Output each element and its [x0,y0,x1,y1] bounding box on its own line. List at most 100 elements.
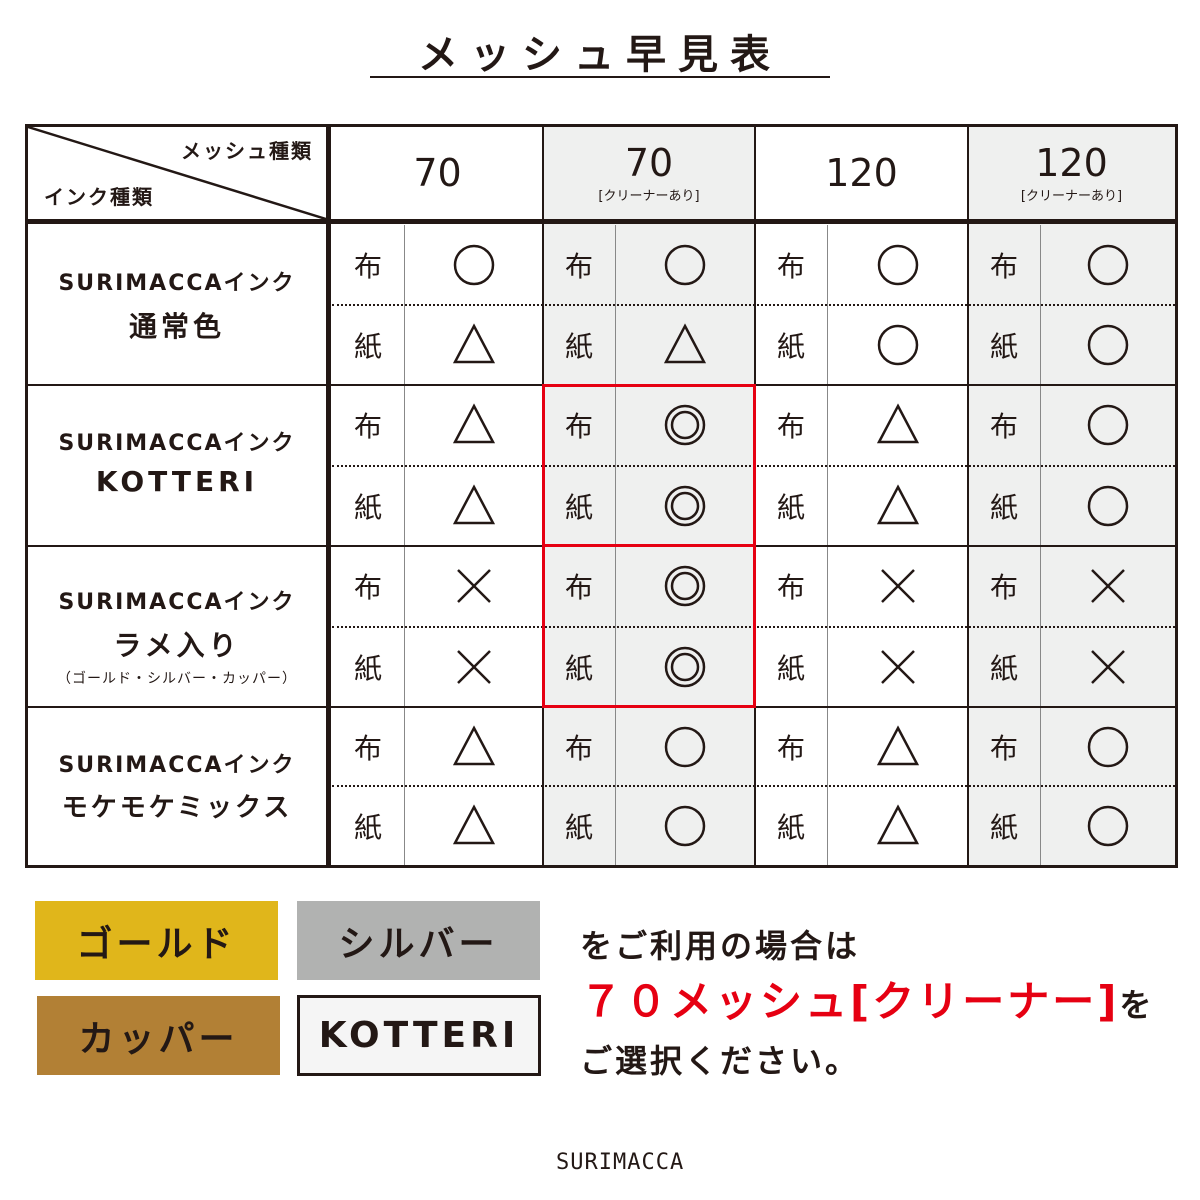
result-triangle-icon [876,803,920,848]
material-label: 布 [564,250,593,283]
result-triangle-icon [876,403,920,447]
column-header-mesh: 120 [1035,141,1108,185]
column-shade [543,127,755,865]
result-cross-icon [452,564,496,608]
note-highlight: ７０メッシュ[クリーナー] [580,977,1120,1026]
title-underline [370,76,830,78]
material-label: 布 [776,410,805,444]
row-label-line1: SURIMACCAインク [58,753,296,778]
note-line-3: ご選択ください。 [580,1042,861,1080]
swatch-kotteri: KOTTERI [297,995,541,1076]
result-circle-icon [663,725,707,769]
row-label-1: SURIMACCAインク通常色 [28,265,326,345]
material-label: 布 [776,731,805,765]
result-triangle-icon [663,323,707,367]
row-label-4: SURIMACCAインクモケモケミックス [28,747,326,824]
material-label: 布 [564,731,593,765]
material-label: 布 [989,731,1018,765]
material-label: 紙 [776,330,805,363]
swatch-label: KOTTERI [318,1015,520,1056]
material-label: 布 [353,250,382,283]
swatch-gold: ゴールド [35,901,278,980]
material-label: 紙 [353,490,382,524]
column-header-mesh: 120 [825,151,898,195]
result-circle-icon [452,243,496,287]
note-line-1: をご利用の場合は [580,927,861,965]
material-label: 紙 [353,330,382,363]
material-label: 紙 [564,330,593,363]
selection-note: をご利用の場合は ７０メッシュ[クリーナー]を ご選択ください。 [580,918,1154,1089]
note-line-2: ７０メッシュ[クリーナー]を [580,974,1154,1033]
material-label: 布 [353,731,382,765]
row-label-line1: SURIMACCAインク [58,271,296,296]
result-circle-icon [1086,323,1130,367]
result-double-circle-icon [663,403,707,447]
result-triangle-icon [452,323,496,367]
result-circle-icon [1086,403,1130,447]
material-label: 布 [989,410,1018,444]
column-header-note: [クリーナーあり] [1020,189,1123,204]
material-label: 布 [989,250,1018,283]
material-label: 布 [353,410,382,444]
row-label-line3: （ゴールド・シルバー・カッパー） [57,671,297,687]
result-cross-icon [452,645,496,689]
material-label: 紙 [353,810,382,844]
result-circle-icon [876,243,920,287]
result-circle-icon [663,804,707,848]
corner-ink-label: インク種類 [44,185,154,209]
material-label: 布 [564,410,593,444]
result-circle-icon [1086,484,1130,528]
row-label-line2: ラメ入り [113,629,241,662]
result-double-circle-icon [663,564,707,608]
result-circle-icon [1086,804,1130,848]
half-divider [332,785,1175,787]
material-label: 紙 [776,810,805,844]
material-label: 紙 [989,810,1018,844]
swatch-label: カッパー [78,1018,239,1060]
result-circle-icon [1086,243,1130,287]
material-label: 紙 [353,651,382,685]
half-divider [332,304,1175,306]
column-shade [968,127,1175,865]
result-circle-icon [1086,725,1130,769]
row-label-3: SURIMACCAインク ラメ入り （ゴールド・シルバー・カッパー） [28,584,326,688]
row-label-line2: KOTTERI [95,465,259,498]
result-cross-icon [876,564,920,608]
material-label: 紙 [989,330,1018,363]
label-column-divider [326,127,331,865]
corner-diagonal [28,127,326,219]
result-triangle-icon [452,403,496,447]
material-label: 紙 [564,490,593,524]
result-triangle-icon [876,724,920,769]
result-double-circle-icon [663,645,707,689]
header-divider [28,219,1175,224]
mesh-table: メッシュ種類 インク種類 70 70 [クリーナーあり] 120 120 [クリーナーあり] S… [25,124,1178,868]
result-triangle-icon [452,484,496,528]
result-cross-icon [1086,645,1130,689]
surimacca-logo: SURIMACCA [556,1150,685,1175]
material-label: 布 [776,571,805,605]
material-label: 紙 [564,810,593,844]
highlight-divider [543,544,755,547]
material-label: 布 [989,571,1018,605]
material-label: 紙 [989,651,1018,685]
row-label-line2: 通常色 [128,310,225,343]
result-triangle-icon [452,724,496,769]
row-label-line2: モケモケミックス [61,793,293,823]
result-triangle-icon [452,803,496,848]
material-label: 布 [564,571,593,605]
material-label: 紙 [776,490,805,524]
page-title: メッシュ早見表 [418,32,782,78]
column-divider [967,127,969,865]
corner-mesh-label: メッシュ種類 [181,139,313,163]
row-label-2: SURIMACCAインク KOTTERI [28,425,326,498]
column-header-mesh: 70 [413,151,462,195]
result-circle-icon [876,323,920,367]
result-double-circle-icon [663,484,707,528]
material-label: 紙 [989,490,1018,524]
material-label: 布 [353,571,382,605]
note-after: を [1119,986,1155,1024]
result-triangle-icon [876,484,920,528]
swatch-silver: シルバー [297,901,540,980]
